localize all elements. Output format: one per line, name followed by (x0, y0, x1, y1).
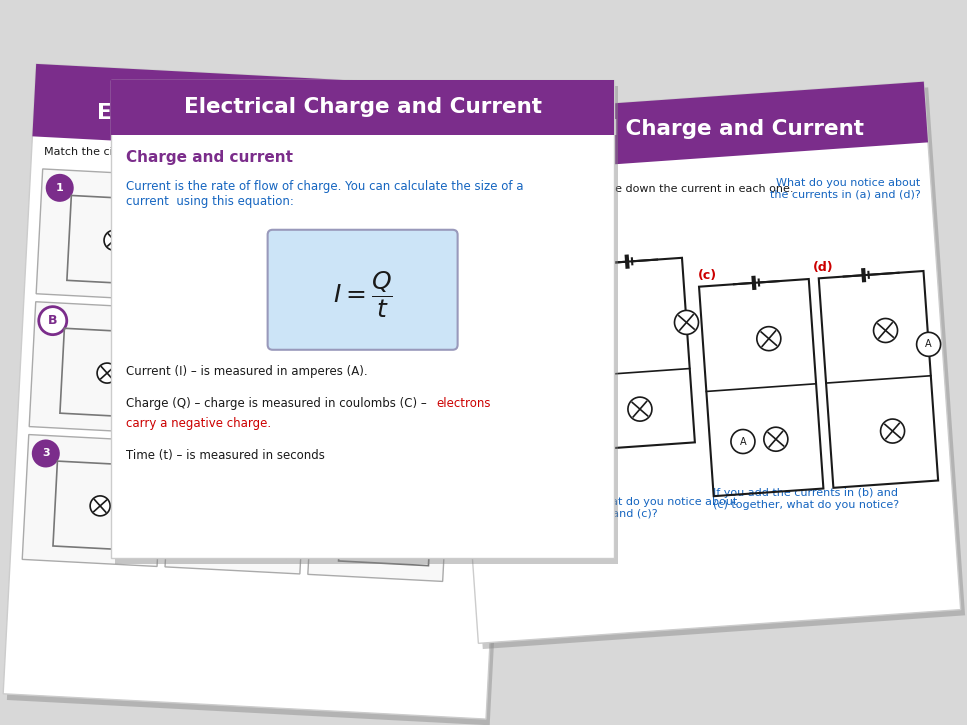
Text: 3: 3 (42, 449, 49, 458)
Text: A: A (580, 343, 586, 353)
Circle shape (757, 327, 780, 351)
Bar (446, 87, 965, 649)
Circle shape (764, 427, 788, 451)
Text: (c): (c) (698, 269, 717, 282)
Circle shape (458, 308, 483, 332)
Text: What do you notice about
the currents in (a) and (d)?: What do you notice about the currents in… (770, 178, 921, 199)
Circle shape (332, 188, 360, 217)
Text: D: D (184, 455, 193, 468)
Bar (442, 82, 960, 643)
Bar (22, 434, 163, 566)
Text: (d): (d) (812, 261, 834, 274)
Circle shape (90, 496, 110, 516)
Text: (b): (b) (576, 247, 597, 260)
Text: Current (I) – is measured in amperes (A).: Current (I) – is measured in amperes (A)… (127, 365, 367, 378)
Circle shape (675, 310, 698, 334)
Bar (165, 442, 307, 574)
Circle shape (175, 447, 203, 475)
Bar (179, 176, 320, 308)
Bar (315, 317, 456, 449)
Bar (115, 86, 618, 564)
Text: B: B (48, 314, 57, 327)
Circle shape (233, 503, 253, 523)
Bar (36, 169, 178, 301)
Text: Current is the rate of flow of charge. You can calculate the size of a
current  : Current is the rate of flow of charge. Y… (127, 180, 524, 208)
Bar (195, 468, 290, 558)
Bar (699, 279, 824, 496)
Circle shape (247, 238, 267, 258)
Bar (111, 80, 614, 558)
Text: A: A (197, 188, 207, 202)
Circle shape (628, 397, 652, 421)
Bar (819, 271, 938, 488)
Text: If you add the currents in (b) and
(c) together, what do you notice?: If you add the currents in (b) and (c) t… (713, 488, 899, 510)
Circle shape (917, 332, 941, 356)
Text: Time (t) – is measured in seconds: Time (t) – is measured in seconds (127, 449, 325, 462)
Circle shape (513, 357, 537, 381)
Circle shape (571, 336, 595, 360)
Text: Electrical Charge and Current: Electrical Charge and Current (97, 103, 454, 123)
Circle shape (376, 511, 396, 531)
Bar (210, 203, 304, 293)
Text: What do you notice about
(b) and (c)?: What do you notice about (b) and (c)? (594, 497, 738, 518)
Bar (32, 64, 519, 162)
Bar (345, 343, 440, 433)
Bar (322, 184, 463, 316)
Text: 2: 2 (341, 198, 349, 208)
Circle shape (317, 455, 345, 482)
Bar (308, 450, 450, 581)
Text: Charge (Q) – charge is measured in coulombs (C) –: Charge (Q) – charge is measured in coulo… (127, 397, 430, 410)
Text: 4: 4 (335, 331, 342, 341)
Text: Match the circuit to the diagram: Match the circuit to the diagram (44, 147, 224, 157)
FancyBboxPatch shape (268, 230, 457, 349)
Circle shape (383, 378, 402, 398)
Circle shape (32, 439, 60, 468)
Text: A: A (467, 315, 474, 326)
Bar (53, 461, 147, 551)
Text: Charge and current: Charge and current (127, 150, 293, 165)
Bar (111, 80, 614, 135)
Bar (338, 476, 433, 566)
Bar (67, 196, 161, 285)
Bar (442, 82, 928, 176)
Text: Electrical Charge and Current: Electrical Charge and Current (506, 119, 864, 139)
Text: 5: 5 (328, 463, 336, 473)
Circle shape (45, 174, 73, 202)
Circle shape (240, 370, 260, 391)
Bar (353, 210, 447, 300)
Circle shape (104, 231, 124, 250)
Text: electrons: electrons (436, 397, 490, 410)
Circle shape (189, 181, 217, 210)
Text: C: C (191, 322, 200, 335)
Text: A: A (925, 339, 932, 349)
Circle shape (881, 419, 904, 443)
Text: carry a negative charge.: carry a negative charge. (127, 417, 272, 430)
Bar (203, 336, 297, 426)
Bar (172, 310, 313, 441)
Text: Electrical Charge and Current: Electrical Charge and Current (184, 97, 542, 117)
Circle shape (182, 314, 210, 342)
Text: $I = \dfrac{Q}{t}$: $I = \dfrac{Q}{t}$ (333, 270, 393, 320)
Circle shape (39, 307, 67, 335)
Text: 1: 1 (56, 183, 64, 193)
Circle shape (873, 318, 897, 342)
Circle shape (390, 245, 410, 265)
Text: Build these circuits, and write down the current in each one.: Build these circuits, and write down the… (456, 184, 794, 194)
Circle shape (324, 322, 352, 349)
Bar (60, 328, 155, 418)
Circle shape (97, 363, 117, 383)
Bar (464, 216, 574, 373)
Bar (577, 258, 695, 450)
Bar (7, 70, 523, 725)
Bar (3, 64, 519, 719)
Circle shape (731, 429, 755, 454)
Bar (29, 302, 170, 434)
Text: (a): (a) (457, 205, 478, 218)
Text: A: A (740, 436, 747, 447)
